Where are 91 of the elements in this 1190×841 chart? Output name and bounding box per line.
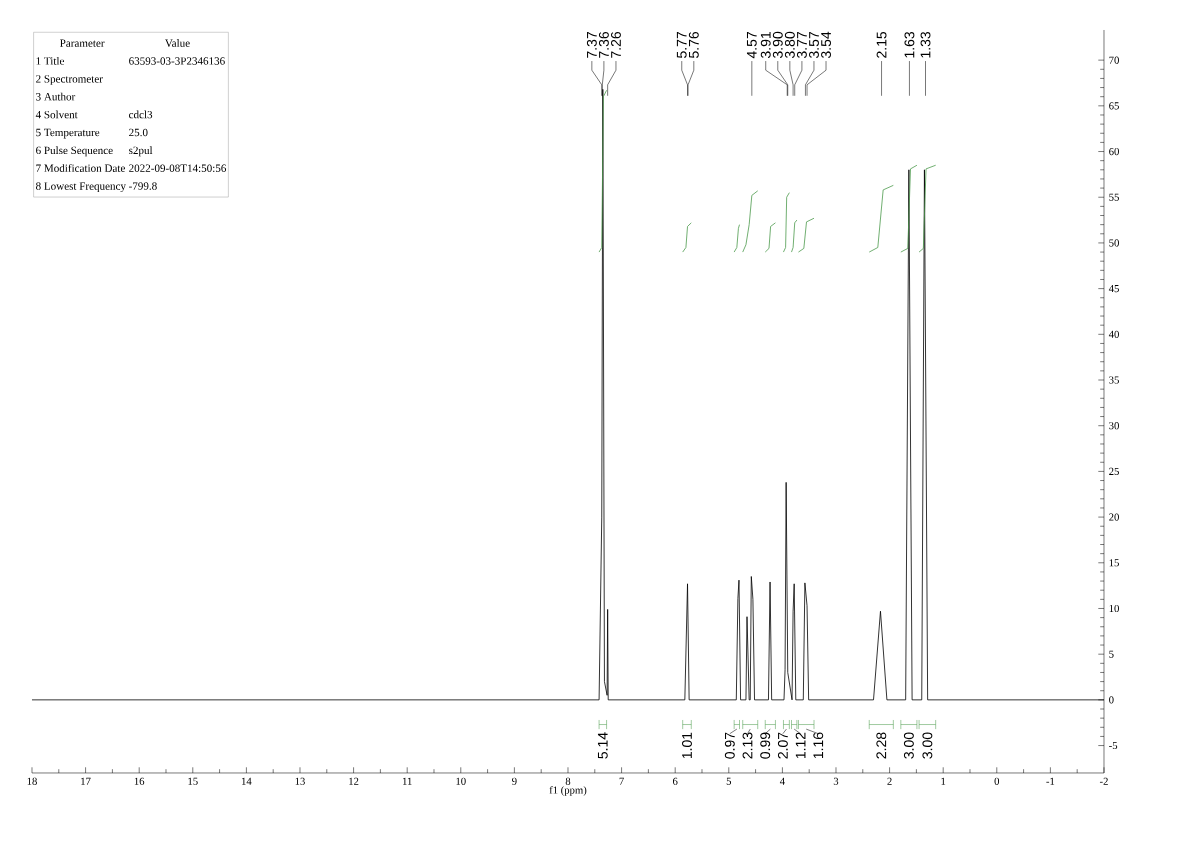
y-tick-label: 25 <box>1109 467 1119 475</box>
x-tick-label: 16 <box>134 777 145 785</box>
line-series <box>682 222 692 253</box>
annotation: 1.33 <box>920 31 931 58</box>
line-series <box>598 89 607 253</box>
annotation: 3.00 <box>922 732 933 759</box>
line-series <box>791 219 798 253</box>
line-series <box>783 192 790 253</box>
x-tick-label: -1 <box>1046 777 1055 785</box>
annotation: 1.12 <box>795 732 806 759</box>
x-tick-label: -2 <box>1099 777 1108 785</box>
x-tick-label: 9 <box>512 777 517 785</box>
annotation: 1 Title <box>36 56 65 65</box>
y-tick-label: 60 <box>1109 147 1119 156</box>
x-tick-label: 4 <box>779 777 785 785</box>
line-series <box>918 164 937 253</box>
line-series <box>798 217 815 253</box>
x-tick-label: 1 <box>941 777 946 785</box>
y-tick-label: -5 <box>1109 742 1118 750</box>
y-tick-label: 45 <box>1108 285 1119 293</box>
annotation: 6 Pulse Sequence <box>36 146 113 157</box>
annotation: 25.0 <box>129 128 148 137</box>
x-tick-label: 6 <box>672 777 678 785</box>
line-series <box>764 222 776 253</box>
annotation: 3.91 <box>760 31 771 59</box>
x-tick-label: 18 <box>27 777 37 785</box>
annotation: 7 Modification Date <box>36 164 125 172</box>
annotation: 3.90 <box>772 31 783 59</box>
x-tick-label: 7 <box>619 777 624 785</box>
annotation: Value <box>165 39 190 47</box>
annotation: 3.57 <box>809 32 819 59</box>
x-tick-label: 0 <box>994 777 1000 785</box>
y-tick-label: 70 <box>1109 56 1119 64</box>
annotation: 1.16 <box>813 732 824 759</box>
annotation: 1.63 <box>904 31 915 58</box>
annotation: 2.07 <box>777 732 788 759</box>
annotation: Parameter <box>60 39 105 47</box>
annotation: 5.76 <box>688 31 699 58</box>
x-tick-label: 11 <box>403 777 412 785</box>
annotation: s2pul <box>129 146 153 157</box>
x-tick-label: 3 <box>833 777 839 785</box>
annotation: 2022-09-08T14:50:56 <box>129 164 227 172</box>
annotation: 0.99 <box>760 732 771 759</box>
x-tick-label: 17 <box>81 777 91 785</box>
x-tick-label: 15 <box>188 777 198 785</box>
annotation: 5.77 <box>676 32 687 58</box>
x-tick-label: 10 <box>456 777 466 785</box>
annotation: 2.15 <box>876 31 887 58</box>
y-tick-label: 65 <box>1109 102 1119 110</box>
y-tick-label: 15 <box>1109 559 1119 567</box>
y-tick-label: 40 <box>1108 330 1119 338</box>
annotation: 1.01 <box>682 732 692 759</box>
annotation: 2.28 <box>876 732 887 759</box>
y-tick-label: 10 <box>1109 604 1119 613</box>
x-tick-label: 5 <box>726 777 732 785</box>
annotation: 2 Spectrometer <box>36 75 103 85</box>
y-tick-label: 30 <box>1109 422 1119 430</box>
annotation: 5.14 <box>597 732 608 759</box>
x-tick-label: 8 <box>565 777 571 785</box>
annotation: 7.36 <box>598 31 609 58</box>
y-tick-label: 5 <box>1109 650 1114 658</box>
annotation: 0.97 <box>724 732 735 759</box>
annotation: 7.37 <box>586 32 597 58</box>
x-tick-label: 13 <box>295 777 305 785</box>
y-tick-label: 55 <box>1109 193 1119 201</box>
annotation: 4 Solvent <box>35 110 78 119</box>
annotation: 3.80 <box>784 31 795 59</box>
annotation: 2.13 <box>742 732 753 759</box>
line-series <box>742 190 759 253</box>
line-series <box>900 164 918 253</box>
annotation: 3.00 <box>903 732 914 759</box>
line-series <box>868 184 894 253</box>
x-tick-label: 2 <box>887 777 892 785</box>
annotation: 3.54 <box>821 31 831 59</box>
x-tick-label: 12 <box>349 777 359 785</box>
line-series <box>733 224 740 253</box>
x-tick-label: 14 <box>242 777 252 785</box>
annotation: 3.77 <box>796 32 807 59</box>
annotation: 7.26 <box>611 31 621 58</box>
annotation: 8 Lowest Frequency <box>36 182 126 193</box>
y-tick-label: 0 <box>1109 696 1114 704</box>
y-tick-label: 50 <box>1109 239 1119 247</box>
y-tick-label: 20 <box>1109 513 1119 521</box>
annotation: 63593-03-3P2346136 <box>129 57 225 65</box>
annotation: 5 Temperature <box>36 128 100 139</box>
annotation: cdcl3 <box>129 110 153 119</box>
x-axis-title: f1 (ppm) <box>549 786 587 796</box>
y-tick-label: 35 <box>1109 376 1119 384</box>
annotation: 3 Author <box>36 92 76 101</box>
annotation: 4.57 <box>746 32 757 59</box>
annotation: -799.8 <box>129 182 157 190</box>
